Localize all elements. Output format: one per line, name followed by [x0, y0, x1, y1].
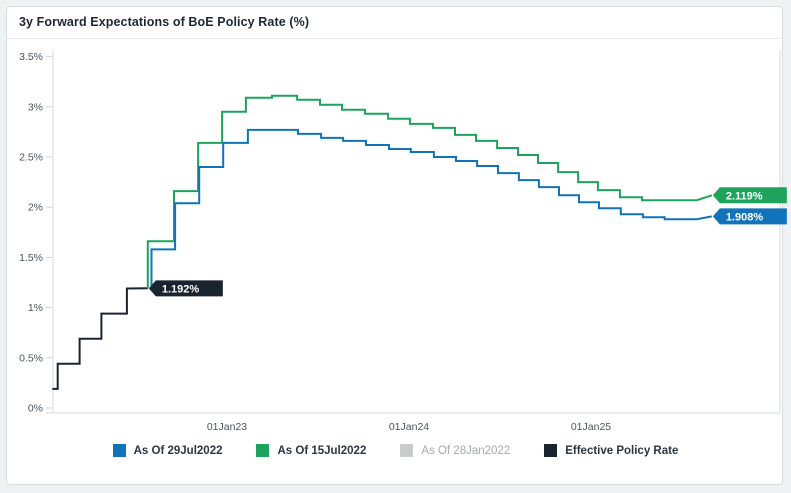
legend-swatch-icon [112, 444, 126, 457]
legend-label: As Of 28Jan2022 [421, 444, 511, 457]
legend-swatch-icon [256, 444, 270, 457]
chart-card [6, 6, 783, 485]
legend-swatch-icon [400, 444, 414, 457]
legend-item-as-of-28jan2022[interactable]: As Of 28Jan2022 [400, 444, 510, 457]
legend-item-effective-policy-rate[interactable]: Effective Policy Rate [544, 444, 678, 457]
legend-label: As Of 15Jul2022 [277, 444, 367, 457]
chart-header: 3y Forward Expectations of BoE Policy Ra… [7, 6, 784, 39]
legend-item-as-of-29jul2022[interactable]: As Of 29Jul2022 [112, 444, 223, 457]
legend-label: As Of 29Jul2022 [133, 444, 223, 457]
legend-label: Effective Policy Rate [565, 444, 679, 457]
legend-item-as-of-15jul2022[interactable]: As Of 15Jul2022 [256, 444, 366, 457]
legend: As Of 29Jul2022 As Of 15Jul2022 As Of 28Ja… [0, 444, 791, 457]
legend-swatch-icon [544, 444, 558, 457]
chart-title: 3y Forward Expectations of BoE Policy Ra… [19, 15, 310, 29]
